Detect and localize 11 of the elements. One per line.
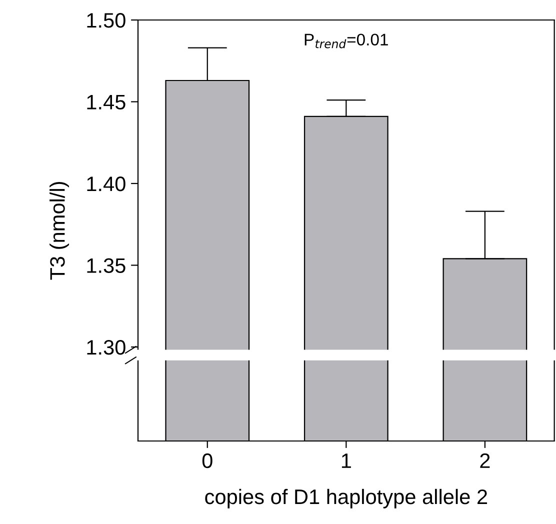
y-tick-label: 1.45 (87, 94, 126, 110)
y-tick-label: 1.40 (87, 176, 126, 192)
y-axis-title: T3 (nmol/l) (50, 182, 69, 280)
annotation: P$_{trend}$=0.01 (304, 34, 388, 48)
y-tick-label: 1.35 (87, 258, 126, 273)
x-tick-label: 1 (342, 454, 351, 468)
x-tick-label: 2 (480, 453, 490, 468)
y-tick-label: 1.50 (87, 13, 126, 28)
y-tick-label: 1.30 (87, 340, 126, 355)
x-axis-title: copies of D1 haplotype allele 2 (205, 488, 488, 508)
x-tick-label: 0 (202, 453, 212, 468)
